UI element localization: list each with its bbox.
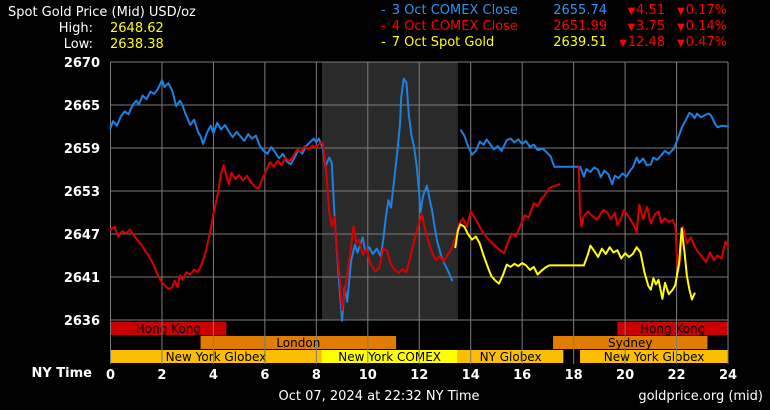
x-axis-label: 4 xyxy=(209,368,218,383)
session-bar-label: New York COMEX xyxy=(338,350,441,364)
y-axis-label: 2653 xyxy=(64,185,100,200)
price-line-red xyxy=(109,141,561,312)
y-axis-label: 2665 xyxy=(64,99,100,114)
x-axis-label: 14 xyxy=(462,368,480,383)
x-axis-label: 10 xyxy=(359,368,377,383)
session-bar-label: Hong Kong xyxy=(136,322,201,336)
session-bar-label: London xyxy=(276,336,320,350)
x-axis-label: 8 xyxy=(312,368,321,383)
legend-change-pct: 0.47% xyxy=(685,35,727,50)
legend-series-value: 2651.99 xyxy=(553,19,607,34)
legend-dash-icon: - xyxy=(381,19,386,34)
session-bar-label: NY Globex xyxy=(480,350,542,364)
y-axis-label: 2636 xyxy=(64,314,100,329)
price-line-blue xyxy=(459,111,729,186)
legend-change: 4.51 xyxy=(636,3,665,18)
legend: -3 Oct COMEX Close 2655.74 ▼4.51 ▼0.17% … xyxy=(381,3,727,51)
session-bar xyxy=(321,350,458,363)
down-triangle-icon: ▼ xyxy=(627,22,636,33)
session-bar-label: Sydney xyxy=(608,336,652,350)
y-axis-label: 2641 xyxy=(64,271,100,286)
legend-series-value: 2655.74 xyxy=(553,3,607,18)
x-axis-label: 18 xyxy=(565,368,583,383)
legend-row: -7 Oct Spot Gold 2639.51 ▼12.48 ▼0.47% xyxy=(381,35,727,51)
price-line-red xyxy=(577,165,729,274)
page-title: Spot Gold Price (Mid) USD/oz xyxy=(8,5,196,20)
x-axis-label: 22 xyxy=(668,368,686,383)
x-axis-label: 12 xyxy=(410,368,428,383)
chart-datetime: Oct 07, 2024 at 22:32 NY Time xyxy=(278,389,480,404)
legend-series-label: 4 Oct COMEX Close xyxy=(391,19,518,34)
legend-change: 12.48 xyxy=(627,35,665,50)
session-bar xyxy=(617,322,729,335)
session-bar-label: New York Globex xyxy=(604,350,705,364)
x-axis-label: 6 xyxy=(260,368,269,383)
low-value: 2638.38 xyxy=(110,37,164,52)
legend-change-pct: 0.17% xyxy=(685,3,727,18)
down-triangle-icon: ▼ xyxy=(676,38,685,49)
legend-row: -3 Oct COMEX Close 2655.74 ▼4.51 ▼0.17% xyxy=(381,3,727,19)
session-bar xyxy=(580,350,729,363)
down-triangle-icon: ▼ xyxy=(676,6,685,17)
legend-dash-icon: - xyxy=(381,35,386,50)
x-axis-label: 16 xyxy=(513,368,531,383)
high-label: High: xyxy=(58,21,93,36)
price-line-yellow xyxy=(454,223,696,301)
legend-series-label: 3 Oct COMEX Close xyxy=(391,3,518,18)
session-bar xyxy=(110,322,227,335)
x-axis-label: 0 xyxy=(106,368,115,383)
low-label: Low: xyxy=(63,37,93,52)
session-bar xyxy=(200,336,397,349)
x-axis-caption: NY Time xyxy=(31,366,92,381)
legend-row: -4 Oct COMEX Close 2651.99 ▼3.75 ▼0.14% xyxy=(381,19,727,35)
y-axis-label: 2659 xyxy=(64,142,100,157)
legend-change-pct: 0.14% xyxy=(685,19,727,34)
session-bar-label: New York Globex xyxy=(166,350,267,364)
y-axis-label: 2670 xyxy=(64,56,100,71)
session-bar xyxy=(457,350,564,363)
high-value: 2648.62 xyxy=(110,21,164,36)
down-triangle-icon: ▼ xyxy=(676,22,685,33)
legend-series-value: 2639.51 xyxy=(553,35,607,50)
session-bar-label: Hong Kong xyxy=(640,322,705,336)
down-triangle-icon: ▼ xyxy=(619,38,627,49)
x-axis-label: 20 xyxy=(616,368,634,383)
session-bar xyxy=(110,350,322,363)
source-attribution: goldprice.org (mid) xyxy=(638,389,763,404)
x-axis-label: 2 xyxy=(157,368,166,383)
legend-dash-icon: - xyxy=(381,3,386,18)
down-triangle-icon: ▼ xyxy=(627,6,636,17)
legend-change: 3.75 xyxy=(636,19,665,34)
session-bar xyxy=(553,336,708,349)
x-axis-label: 24 xyxy=(719,368,737,383)
legend-series-label: 7 Oct Spot Gold xyxy=(391,35,495,50)
y-axis-label: 2647 xyxy=(64,228,100,243)
